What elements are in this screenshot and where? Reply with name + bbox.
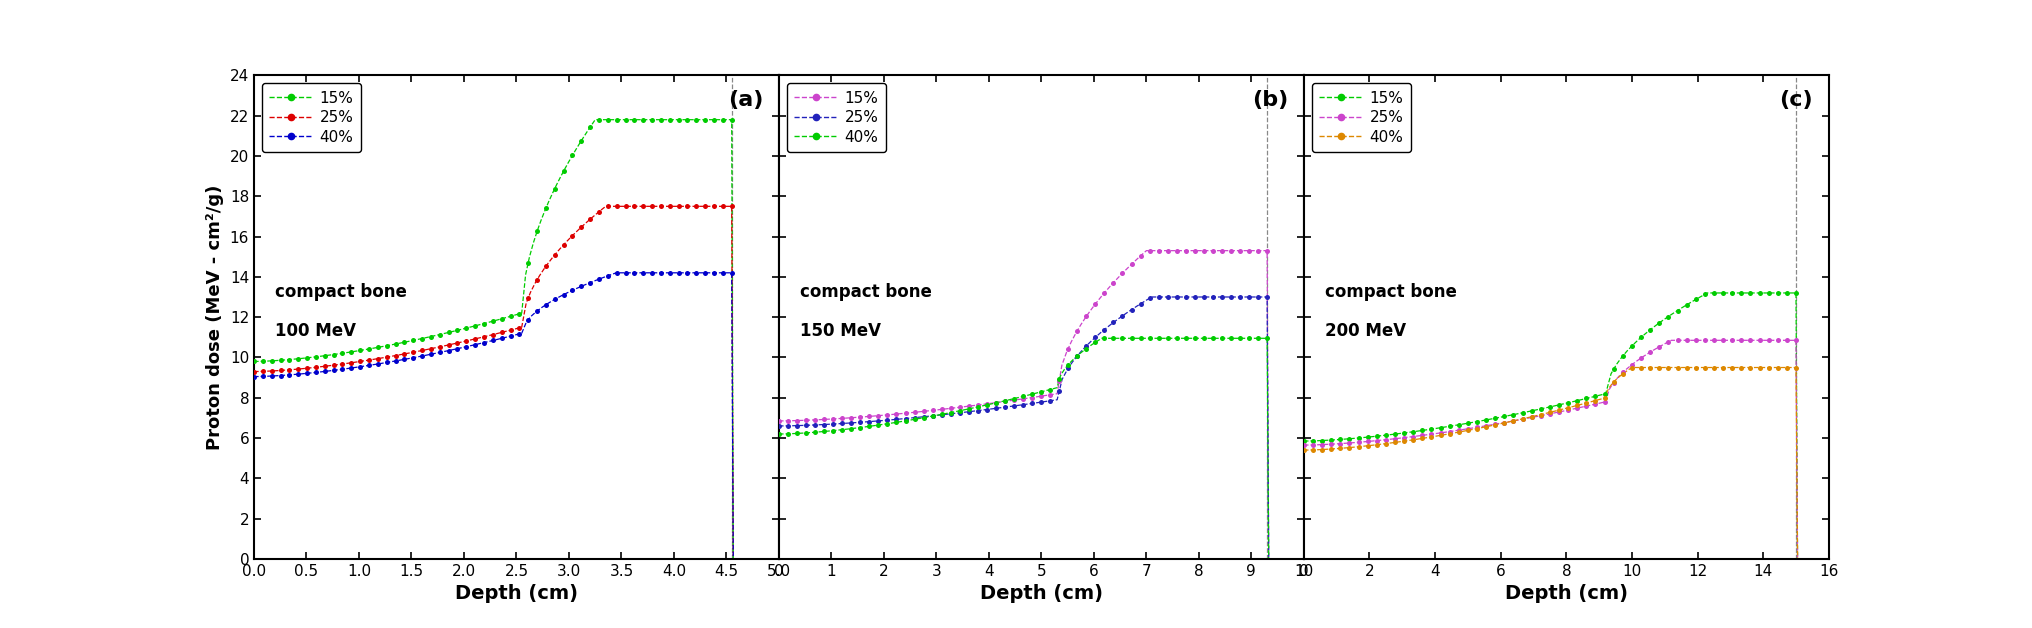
X-axis label: Depth (cm): Depth (cm) [455,584,577,604]
Text: 100 MeV: 100 MeV [274,322,356,340]
Text: 150 MeV: 150 MeV [801,322,882,340]
Legend: 15%, 25%, 40%: 15%, 25%, 40% [1311,83,1410,153]
Text: compact bone: compact bone [1325,283,1457,301]
Text: (b): (b) [1252,90,1288,110]
X-axis label: Depth (cm): Depth (cm) [1506,584,1628,604]
X-axis label: Depth (cm): Depth (cm) [979,584,1103,604]
Text: (c): (c) [1780,90,1813,110]
Text: compact bone: compact bone [274,283,406,301]
Y-axis label: Proton dose (MeV - cm²/g): Proton dose (MeV - cm²/g) [205,185,224,450]
Legend: 15%, 25%, 40%: 15%, 25%, 40% [262,83,362,153]
Text: (a): (a) [727,90,764,110]
Text: compact bone: compact bone [801,283,933,301]
Legend: 15%, 25%, 40%: 15%, 25%, 40% [786,83,886,153]
Text: 200 MeV: 200 MeV [1325,322,1406,340]
